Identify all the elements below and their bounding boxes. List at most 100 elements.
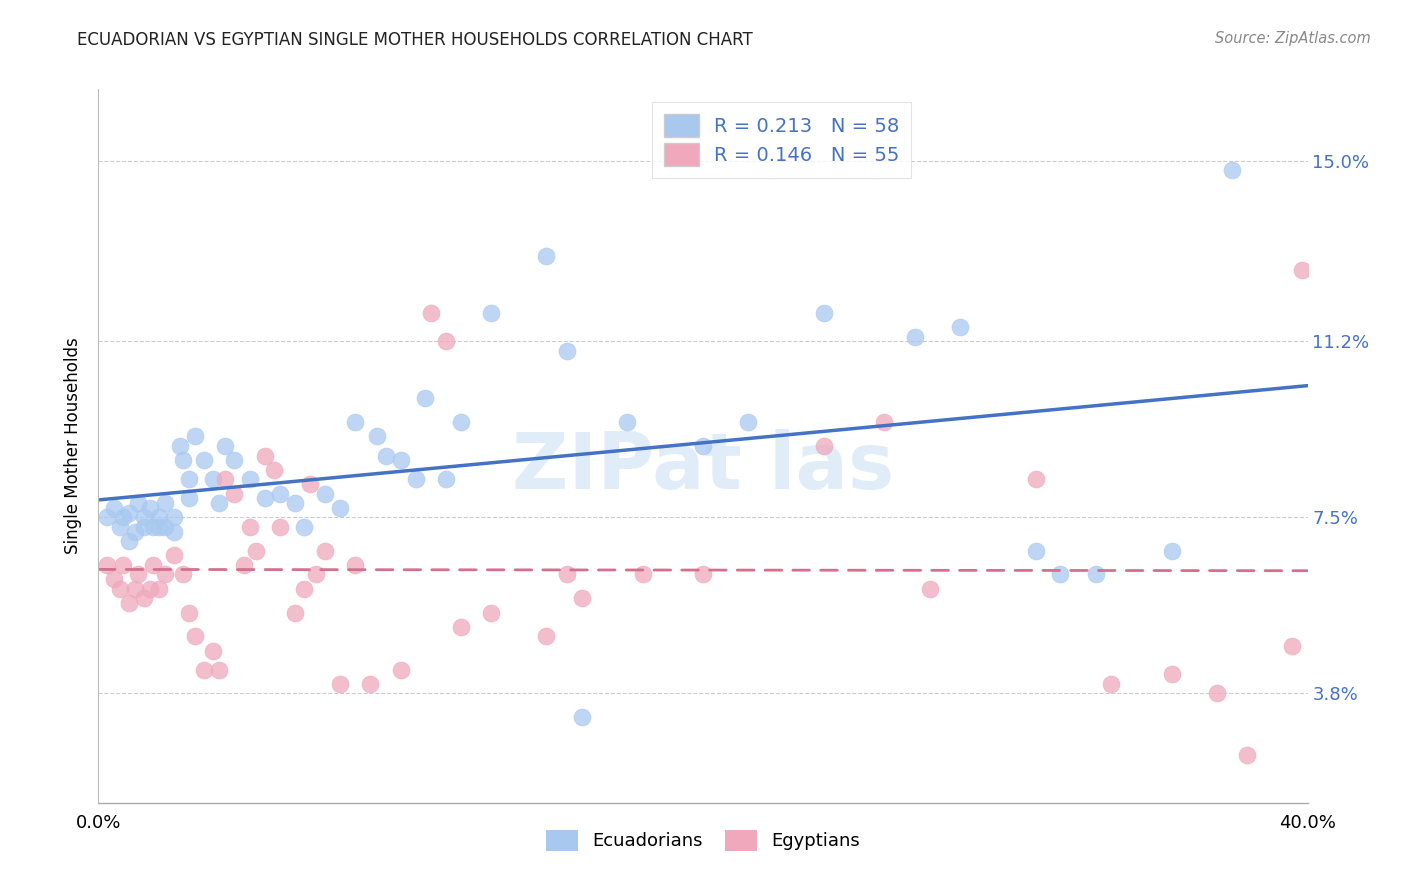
Point [214, 439, 236, 453]
Point [142, 520, 165, 534]
Point [239, 520, 262, 534]
Point [1085, 567, 1108, 582]
Point [481, 306, 503, 320]
Point [208, 496, 231, 510]
Point [263, 463, 285, 477]
Point [1099, 677, 1122, 691]
Point [179, 606, 201, 620]
Point [139, 500, 162, 515]
Point [284, 496, 307, 510]
Point [1236, 748, 1258, 763]
Point [103, 572, 125, 586]
Text: ZIPat las: ZIPat las [512, 429, 894, 506]
Point [360, 677, 382, 691]
Point [202, 472, 225, 486]
Point [148, 510, 170, 524]
Point [571, 591, 593, 606]
Point [1220, 163, 1243, 178]
Point [329, 500, 352, 515]
Point [631, 567, 654, 582]
Point [239, 472, 262, 486]
Point [208, 663, 231, 677]
Point [284, 606, 307, 620]
Point [108, 582, 131, 596]
Point [813, 306, 835, 320]
Point [118, 534, 141, 549]
Point [253, 449, 276, 463]
Point [132, 520, 155, 534]
Point [269, 486, 291, 500]
Point [179, 491, 201, 506]
Point [420, 306, 443, 320]
Point [103, 500, 125, 515]
Point [224, 486, 246, 500]
Point [389, 663, 412, 677]
Point [96, 558, 118, 572]
Point [555, 343, 578, 358]
Point [692, 567, 714, 582]
Point [873, 415, 896, 429]
Legend: Ecuadorians, Egyptians: Ecuadorians, Egyptians [538, 822, 868, 858]
Point [1049, 567, 1071, 582]
Point [224, 453, 246, 467]
Point [450, 620, 472, 634]
Point [269, 520, 291, 534]
Text: ECUADORIAN VS EGYPTIAN SINGLE MOTHER HOUSEHOLDS CORRELATION CHART: ECUADORIAN VS EGYPTIAN SINGLE MOTHER HOU… [77, 31, 754, 49]
Point [184, 629, 207, 643]
Point [344, 558, 367, 572]
Point [1291, 263, 1313, 277]
Point [193, 453, 215, 467]
Point [555, 567, 578, 582]
Point [153, 567, 176, 582]
Point [142, 558, 165, 572]
Point [253, 491, 276, 506]
Point [127, 567, 149, 582]
Point [534, 249, 557, 263]
Point [1281, 639, 1303, 653]
Point [344, 415, 367, 429]
Point [193, 663, 215, 677]
Point [389, 453, 412, 467]
Point [1024, 472, 1046, 486]
Point [413, 392, 436, 406]
Point [172, 567, 194, 582]
Point [184, 429, 207, 443]
Point [314, 486, 336, 500]
Point [737, 415, 759, 429]
Point [292, 582, 315, 596]
Point [1160, 543, 1182, 558]
Y-axis label: Single Mother Households: Single Mother Households [65, 338, 83, 554]
Point [405, 472, 427, 486]
Point [692, 439, 714, 453]
Point [108, 520, 131, 534]
Point [118, 596, 141, 610]
Point [434, 472, 457, 486]
Point [124, 524, 146, 539]
Point [245, 543, 267, 558]
Point [1206, 686, 1229, 700]
Point [148, 520, 170, 534]
Point [918, 582, 941, 596]
Point [163, 549, 186, 563]
Point [571, 710, 593, 724]
Point [450, 415, 472, 429]
Point [1024, 543, 1046, 558]
Point [132, 510, 155, 524]
Point [202, 643, 225, 657]
Point [127, 496, 149, 510]
Point [96, 510, 118, 524]
Point [949, 320, 972, 334]
Point [292, 520, 315, 534]
Point [163, 524, 186, 539]
Point [904, 329, 927, 343]
Point [374, 449, 396, 463]
Point [148, 582, 170, 596]
Point [305, 567, 328, 582]
Point [481, 606, 503, 620]
Point [813, 439, 835, 453]
Point [232, 558, 254, 572]
Point [214, 472, 236, 486]
Point [299, 477, 322, 491]
Point [179, 472, 201, 486]
Text: Source: ZipAtlas.com: Source: ZipAtlas.com [1215, 31, 1371, 46]
